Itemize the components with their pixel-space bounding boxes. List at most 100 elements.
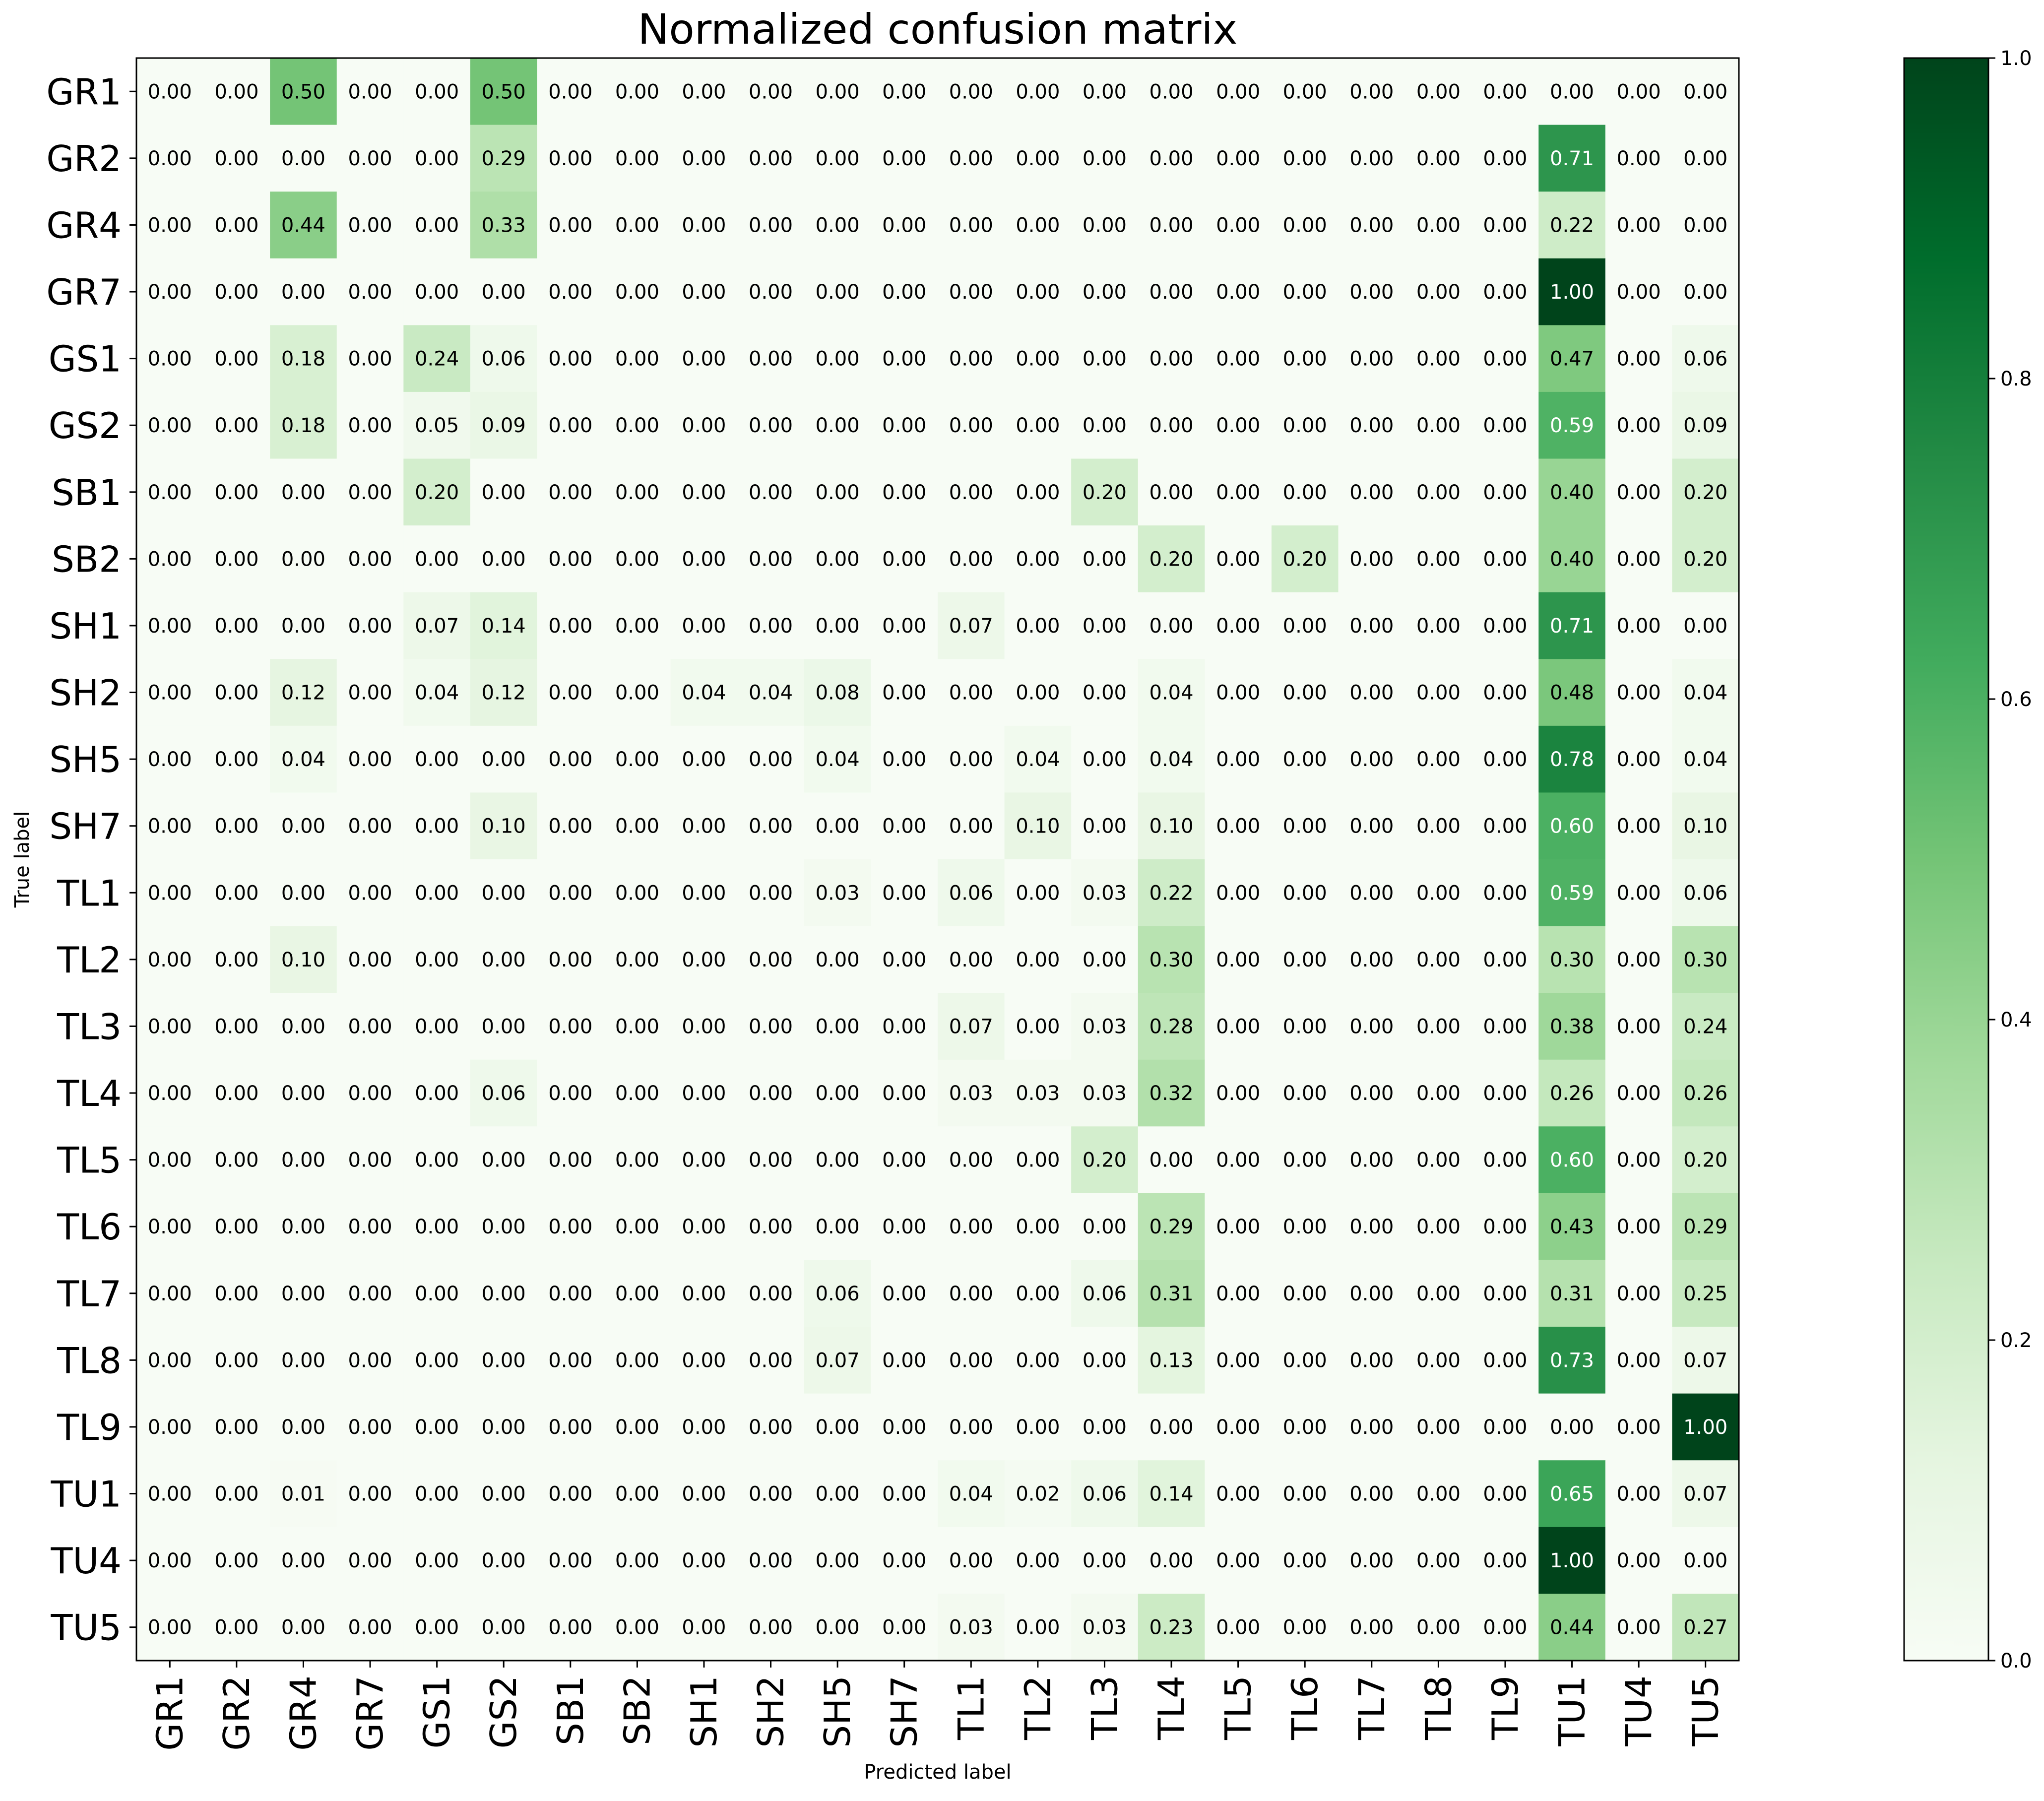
cell-value-label: 0.00	[882, 1349, 926, 1372]
heatmap-cell	[336, 391, 404, 459]
heatmap-cell	[1405, 926, 1472, 993]
colorbar-tick-label: 0.6	[2000, 688, 2032, 711]
y-tick-label: TL6	[57, 1206, 122, 1248]
cell-value-label: 0.00	[816, 815, 860, 838]
cell-value-label: 0.00	[816, 1416, 860, 1439]
heatmap-cell	[938, 325, 1005, 392]
heatmap-cell	[403, 1260, 471, 1327]
heatmap-cell	[1338, 192, 1405, 259]
heatmap-cell	[871, 1460, 938, 1528]
cell-value-label: 0.00	[816, 80, 860, 103]
cell-value-label: 0.00	[214, 949, 258, 971]
cell-value-label: 0.12	[281, 682, 325, 705]
heatmap-cell	[1338, 391, 1405, 459]
x-tick-label: TU5	[1685, 1675, 1726, 1747]
x-tick-label: SH1	[683, 1675, 725, 1748]
cell-value-label: 0.00	[1683, 80, 1727, 103]
cell-value-label: 0.00	[816, 1549, 860, 1572]
heatmap-cell	[1004, 458, 1072, 526]
cell-value-label: 0.00	[1083, 414, 1127, 437]
cell-value-label: 0.27	[1683, 1616, 1727, 1639]
heatmap-cell	[1405, 1126, 1472, 1194]
cell-value-label: 0.00	[148, 481, 192, 504]
heatmap-cell	[1405, 458, 1472, 526]
cell-value-label: 0.60	[1550, 815, 1594, 838]
heatmap-cell	[1338, 125, 1405, 192]
heatmap-cell	[537, 926, 604, 993]
heatmap-cell	[270, 458, 337, 526]
heatmap-cell	[1405, 1327, 1472, 1394]
cell-value-label: 0.00	[949, 481, 993, 504]
heatmap-cell	[136, 391, 204, 459]
heatmap-cell	[938, 792, 1005, 860]
cell-value-label: 0.00	[1283, 1549, 1327, 1572]
cell-value-label: 0.00	[615, 1549, 659, 1572]
cell-value-label: 0.12	[482, 682, 526, 705]
cell-value-label: 0.20	[1150, 548, 1194, 571]
cell-value-label: 0.71	[1550, 147, 1594, 170]
cell-value-label: 0.00	[1483, 748, 1527, 771]
heatmap-cell	[1672, 58, 1739, 126]
heatmap-cell	[737, 1193, 805, 1261]
heatmap-cell	[871, 659, 938, 726]
cell-value-label: 0.00	[1083, 80, 1127, 103]
heatmap-cell	[537, 659, 604, 726]
heatmap-cell	[203, 1327, 270, 1394]
cell-value-label: 0.00	[281, 1283, 325, 1305]
heatmap-cell	[136, 659, 204, 726]
heatmap-cell	[1338, 1393, 1405, 1461]
cell-value-label: 0.00	[1349, 1283, 1394, 1305]
heatmap-cell	[1672, 859, 1739, 927]
x-tick-label: SH5	[817, 1675, 858, 1748]
cell-value-label: 0.00	[415, 1283, 459, 1305]
heatmap-cell	[1138, 659, 1205, 726]
cell-value-label: 0.22	[1550, 214, 1594, 237]
cell-value-label: 0.00	[548, 1549, 592, 1572]
cell-value-label: 0.00	[281, 147, 325, 170]
cell-value-label: 0.00	[415, 1416, 459, 1439]
cell-value-label: 0.00	[1483, 1549, 1527, 1572]
cell-value-label: 0.00	[214, 414, 258, 437]
cell-value-label: 0.14	[1150, 1483, 1194, 1506]
x-tick-label: TL5	[1217, 1675, 1259, 1740]
cell-value-label: 0.25	[1683, 1283, 1727, 1305]
cell-value-label: 0.00	[1483, 414, 1527, 437]
heatmap-cell	[804, 926, 872, 993]
heatmap-cell	[136, 325, 204, 392]
heatmap-cell	[1004, 725, 1072, 793]
heatmap-cell	[1672, 659, 1739, 726]
y-tick-label: SH5	[49, 739, 122, 780]
cell-value-label: 0.00	[749, 748, 793, 771]
cell-value-label: 0.00	[1016, 615, 1060, 638]
heatmap-cell	[1271, 58, 1339, 126]
heatmap-cell	[1004, 993, 1072, 1060]
heatmap-cell	[871, 458, 938, 526]
heatmap-cell	[1271, 993, 1339, 1060]
heatmap-cell	[670, 1527, 738, 1595]
heatmap-cell	[270, 1393, 337, 1461]
heatmap-cell	[670, 58, 738, 126]
cell-value-label: 0.07	[1683, 1483, 1727, 1506]
cell-value-label: 0.26	[1683, 1082, 1727, 1105]
heatmap-cell	[470, 525, 538, 593]
heatmap-cell	[670, 926, 738, 993]
heatmap-cell	[604, 1260, 671, 1327]
cell-value-label: 0.00	[1617, 1283, 1661, 1305]
heatmap-cell	[336, 1460, 404, 1528]
heatmap-cell	[1071, 1126, 1139, 1194]
cell-value-label: 0.00	[482, 1216, 526, 1238]
heatmap-cell	[1205, 659, 1272, 726]
cell-value-label: 0.00	[415, 1082, 459, 1105]
x-axis-label: Predicted label	[864, 1761, 1011, 1784]
heatmap-cell	[1004, 592, 1072, 659]
heatmap-cell	[270, 325, 337, 392]
heatmap-cell	[737, 58, 805, 126]
x-tick-label: TL8	[1417, 1675, 1459, 1740]
heatmap-cell	[1672, 926, 1739, 993]
cell-value-label: 0.00	[1216, 1082, 1260, 1105]
cell-value-label: 0.00	[281, 882, 325, 904]
heatmap-cell	[737, 1327, 805, 1394]
heatmap-cell	[1338, 525, 1405, 593]
heatmap-cell	[136, 592, 204, 659]
